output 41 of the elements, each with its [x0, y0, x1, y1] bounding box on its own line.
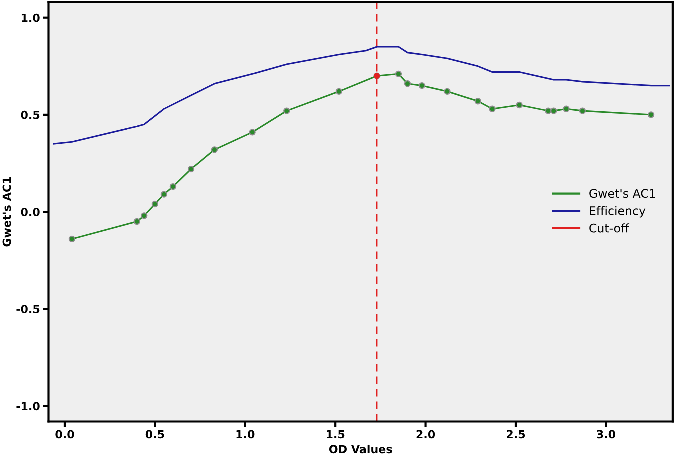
point	[170, 183, 177, 190]
point	[563, 106, 570, 112]
y-tick-label: -0.5	[16, 305, 40, 314]
y-tick-label: 0.5	[21, 110, 40, 120]
x-tick-label: 2.0	[416, 430, 436, 439]
point	[141, 212, 148, 220]
y-tick-label: 1.0	[22, 14, 40, 22]
point	[249, 129, 256, 136]
point	[545, 108, 552, 114]
point	[160, 191, 168, 198]
legend-label: Gwet's AC1	[590, 189, 656, 198]
x-tick-label: 1.0	[236, 430, 255, 439]
x-tick-label: 0.5	[146, 430, 164, 439]
y-tick-label: -1.0	[16, 402, 40, 411]
point	[444, 88, 451, 95]
x-axis-title: OD Values	[329, 444, 392, 454]
point	[152, 200, 159, 208]
y-tick-label: 0.0	[21, 208, 40, 216]
point	[489, 106, 496, 112]
point	[550, 108, 558, 114]
point	[474, 98, 482, 105]
point	[284, 108, 290, 114]
x-tick-label: 0.0	[56, 430, 74, 439]
point	[68, 236, 76, 243]
point	[336, 88, 343, 95]
point	[134, 218, 140, 226]
line-series	[53, 46, 670, 145]
point	[395, 70, 402, 78]
point	[211, 146, 218, 154]
x-tick-label: 3.0	[597, 430, 616, 439]
point	[516, 102, 523, 109]
point	[188, 166, 195, 173]
point	[648, 112, 655, 118]
legend-label: Efficiency	[590, 206, 646, 218]
point	[418, 82, 426, 90]
x-tick-label: 2.5	[507, 430, 526, 439]
y-axis-title: Gwet's AC1	[2, 177, 12, 247]
point	[579, 108, 586, 114]
legend-label: Cut-off	[590, 224, 630, 233]
x-tick-label: 1.5	[326, 430, 345, 439]
point	[404, 80, 412, 88]
